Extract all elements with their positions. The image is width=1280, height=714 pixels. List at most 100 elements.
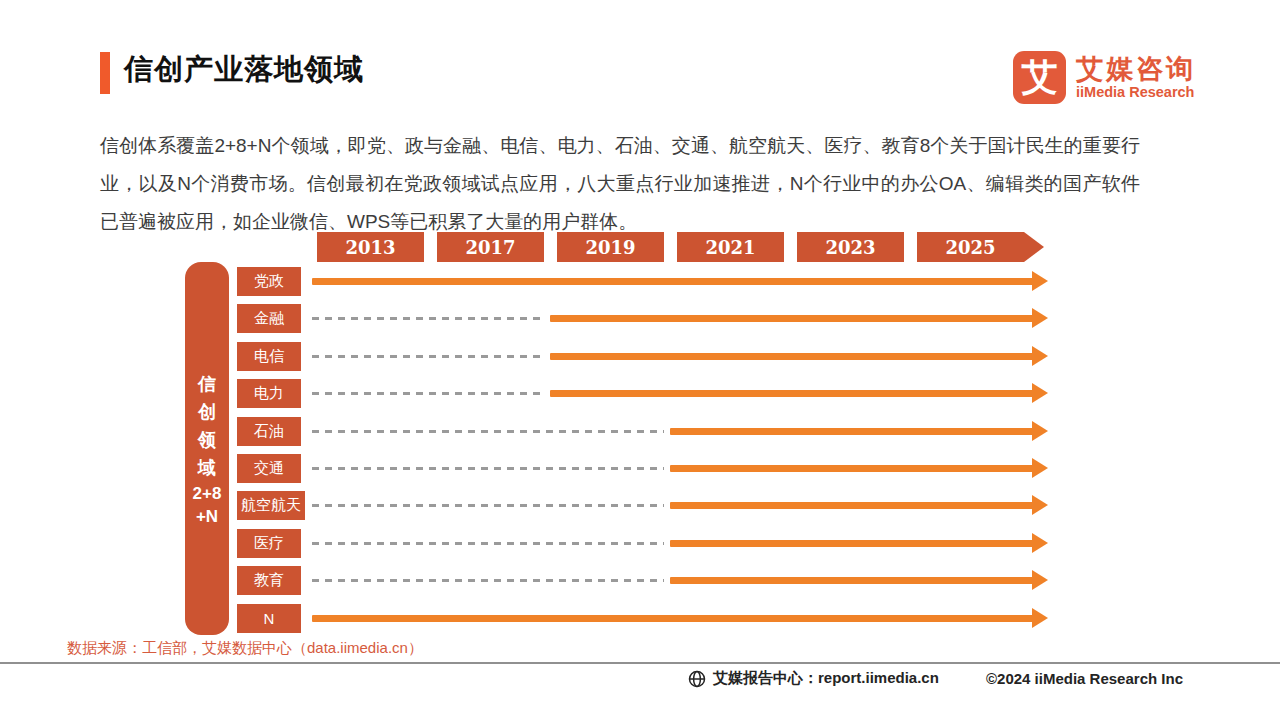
industry-label: 医疗: [237, 529, 301, 558]
dashed-segment: [312, 504, 664, 507]
industry-label: 石油: [237, 417, 301, 446]
industry-row: 交通: [237, 454, 1048, 483]
year-label: 2021: [677, 232, 784, 262]
industry-label: 交通: [237, 454, 301, 483]
year-label: 2025: [917, 232, 1024, 262]
dashed-segment: [312, 542, 664, 545]
group-label-char: 领: [198, 426, 216, 454]
description-text: 信创体系覆盖2+8+N个领域，即党、政与金融、电信、电力、石油、交通、航空航天、…: [100, 127, 1140, 241]
group-label-line: 2+8: [193, 482, 222, 505]
arrow-head-icon: [1032, 533, 1048, 553]
year-axis-arrowhead-icon: [1024, 232, 1044, 262]
logo-mark-icon: 艾: [1013, 51, 1066, 104]
title-accent-bar: [100, 52, 110, 94]
timeline-track: [312, 304, 1048, 333]
solid-arrow: [670, 502, 1034, 509]
dashed-segment: [312, 467, 664, 470]
industry-label-col: 电信: [237, 342, 310, 371]
arrow-head-icon: [1032, 495, 1048, 515]
dashed-segment: [312, 392, 544, 395]
solid-arrow: [670, 465, 1034, 472]
source-note: 数据来源：工信部，艾媒数据中心（data.iimedia.cn）: [67, 639, 423, 658]
year-label: 2017: [437, 232, 544, 262]
industry-row: 航空航天: [237, 491, 1048, 520]
industry-row: N: [237, 604, 1048, 633]
industry-row: 党政: [237, 267, 1048, 296]
industry-row: 电力: [237, 379, 1048, 408]
industry-label-col: 医疗: [237, 529, 310, 558]
industry-row: 电信: [237, 342, 1048, 371]
report-slide: 信创产业落地领域 艾 艾媒咨询 iiMedia Research 信创体系覆盖2…: [0, 0, 1280, 714]
iimedia-logo: 艾 艾媒咨询 iiMedia Research: [1013, 51, 1196, 104]
industry-row: 医疗: [237, 529, 1048, 558]
arrow-head-icon: [1032, 458, 1048, 478]
industry-rows: 党政金融电信电力石油交通航空航天医疗教育 N: [237, 267, 1048, 633]
timeline-track: [312, 379, 1048, 408]
timeline-track: [312, 566, 1048, 595]
industry-label-col: 党政: [237, 267, 310, 296]
industry-label-col: N: [237, 604, 310, 633]
timeline-chart: 2013 2017 2019 2021 2023 2025 信创领域2+8+N 党政金融电…: [185, 232, 1048, 636]
industry-label: 电信: [237, 342, 301, 371]
report-center-text: 艾媒报告中心：report.iimedia.cn: [713, 669, 939, 688]
solid-arrow: [312, 278, 1034, 285]
industry-row: 金融: [237, 304, 1048, 333]
industry-row: 教育: [237, 566, 1048, 595]
industry-label-col: 电力: [237, 379, 310, 408]
industry-label-col: 教育: [237, 566, 310, 595]
arrow-head-icon: [1032, 570, 1048, 590]
timeline-track: [312, 529, 1048, 558]
arrow-head-icon: [1032, 271, 1048, 291]
domain-group-bar: 信创领域2+8+N: [185, 262, 229, 635]
industry-label: 教育: [237, 566, 301, 595]
globe-icon: [688, 670, 706, 688]
group-label-char: 信: [198, 370, 216, 398]
year-axis: 2013 2017 2019 2021 2023 2025: [317, 232, 1044, 262]
dashed-segment: [312, 355, 544, 358]
timeline-track: [312, 267, 1048, 296]
arrow-head-icon: [1032, 346, 1048, 366]
solid-arrow: [550, 315, 1034, 322]
year-label: 2013: [317, 232, 424, 262]
industry-label: 党政: [237, 267, 301, 296]
arrow-head-icon: [1032, 308, 1048, 328]
group-label-line: +N: [196, 505, 218, 528]
page-title: 信创产业落地领域: [124, 50, 364, 90]
timeline-track: [312, 604, 1048, 633]
timeline-track: [312, 342, 1048, 371]
arrow-head-icon: [1032, 421, 1048, 441]
solid-arrow: [670, 428, 1034, 435]
group-label-char: 创: [198, 398, 216, 426]
dashed-segment: [312, 579, 664, 582]
solid-arrow: [312, 615, 1034, 622]
group-label-char: 域: [198, 454, 216, 482]
timeline-track: [312, 417, 1048, 446]
copyright-text: ©2024 iiMedia Research Inc: [986, 670, 1183, 687]
industry-label-col: 航空航天: [237, 491, 310, 520]
solid-arrow: [550, 353, 1034, 360]
timeline-track: [312, 454, 1048, 483]
industry-label-col: 石油: [237, 417, 310, 446]
timeline-track: [312, 491, 1048, 520]
solid-arrow: [550, 390, 1034, 397]
industry-label-col: 交通: [237, 454, 310, 483]
dashed-segment: [312, 430, 664, 433]
industry-row: 石油: [237, 417, 1048, 446]
footer-divider: [0, 662, 1280, 664]
report-center: 艾媒报告中心：report.iimedia.cn: [688, 669, 939, 688]
industry-label: 金融: [237, 304, 301, 333]
dashed-segment: [312, 317, 544, 320]
industry-label: 电力: [237, 379, 301, 408]
logo-name-en: iiMedia Research: [1076, 84, 1196, 101]
solid-arrow: [670, 577, 1034, 584]
industry-label: N: [237, 604, 301, 633]
arrow-head-icon: [1032, 383, 1048, 403]
year-label: 2023: [797, 232, 904, 262]
logo-name-cn: 艾媒咨询: [1076, 54, 1196, 84]
logo-text: 艾媒咨询 iiMedia Research: [1076, 54, 1196, 101]
arrow-head-icon: [1032, 608, 1048, 628]
solid-arrow: [670, 540, 1034, 547]
industry-label-col: 金融: [237, 304, 310, 333]
year-label: 2019: [557, 232, 664, 262]
industry-label: 航空航天: [237, 491, 305, 520]
